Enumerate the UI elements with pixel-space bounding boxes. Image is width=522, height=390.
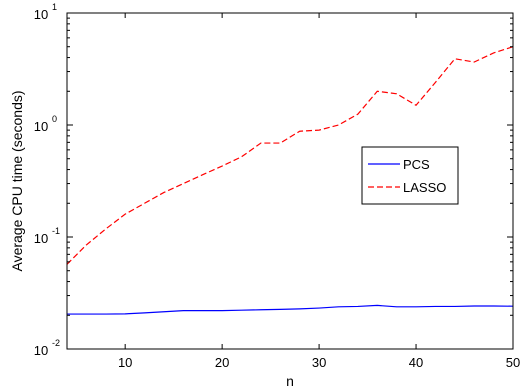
y-tick-label-base: 10 [34,231,48,246]
ticks-layer: 10 20 30 40 50 10 -2 10 -1 10 0 10 1 [34,2,520,370]
y-tick-label: 10 -1 [34,226,60,246]
y-tick-label: 10 1 [34,2,57,22]
legend: PCS LASSO [361,146,459,205]
x-tick-label: 30 [312,355,326,370]
y-tick-label-exponent: -2 [52,338,60,348]
y-tick-label-base: 10 [34,119,48,134]
y-tick-label-base: 10 [34,7,48,22]
y-tick-label-exponent: 1 [52,2,57,12]
x-tick-label: 40 [409,355,423,370]
series-line-pcs [67,304,514,315]
x-axis-label: n [286,373,294,389]
y-tick-label-exponent: -1 [52,226,60,236]
x-tick-label: 10 [118,355,132,370]
y-tick-label: 10 -2 [34,338,60,358]
x-tick-label: 50 [506,355,520,370]
y-tick-label-exponent: 0 [52,114,57,124]
y-tick-label-base: 10 [34,343,48,358]
legend-label-pcs: PCS [403,157,430,172]
y-tick-label: 10 0 [34,114,57,134]
y-axis-label: Average CPU time (seconds) [9,90,25,271]
series-line-lasso [66,46,514,265]
legend-box [361,146,459,205]
plot-frame [66,12,514,350]
x-tick-label: 20 [215,355,229,370]
series-layer [66,46,514,315]
legend-label-lasso: LASSO [403,180,446,195]
